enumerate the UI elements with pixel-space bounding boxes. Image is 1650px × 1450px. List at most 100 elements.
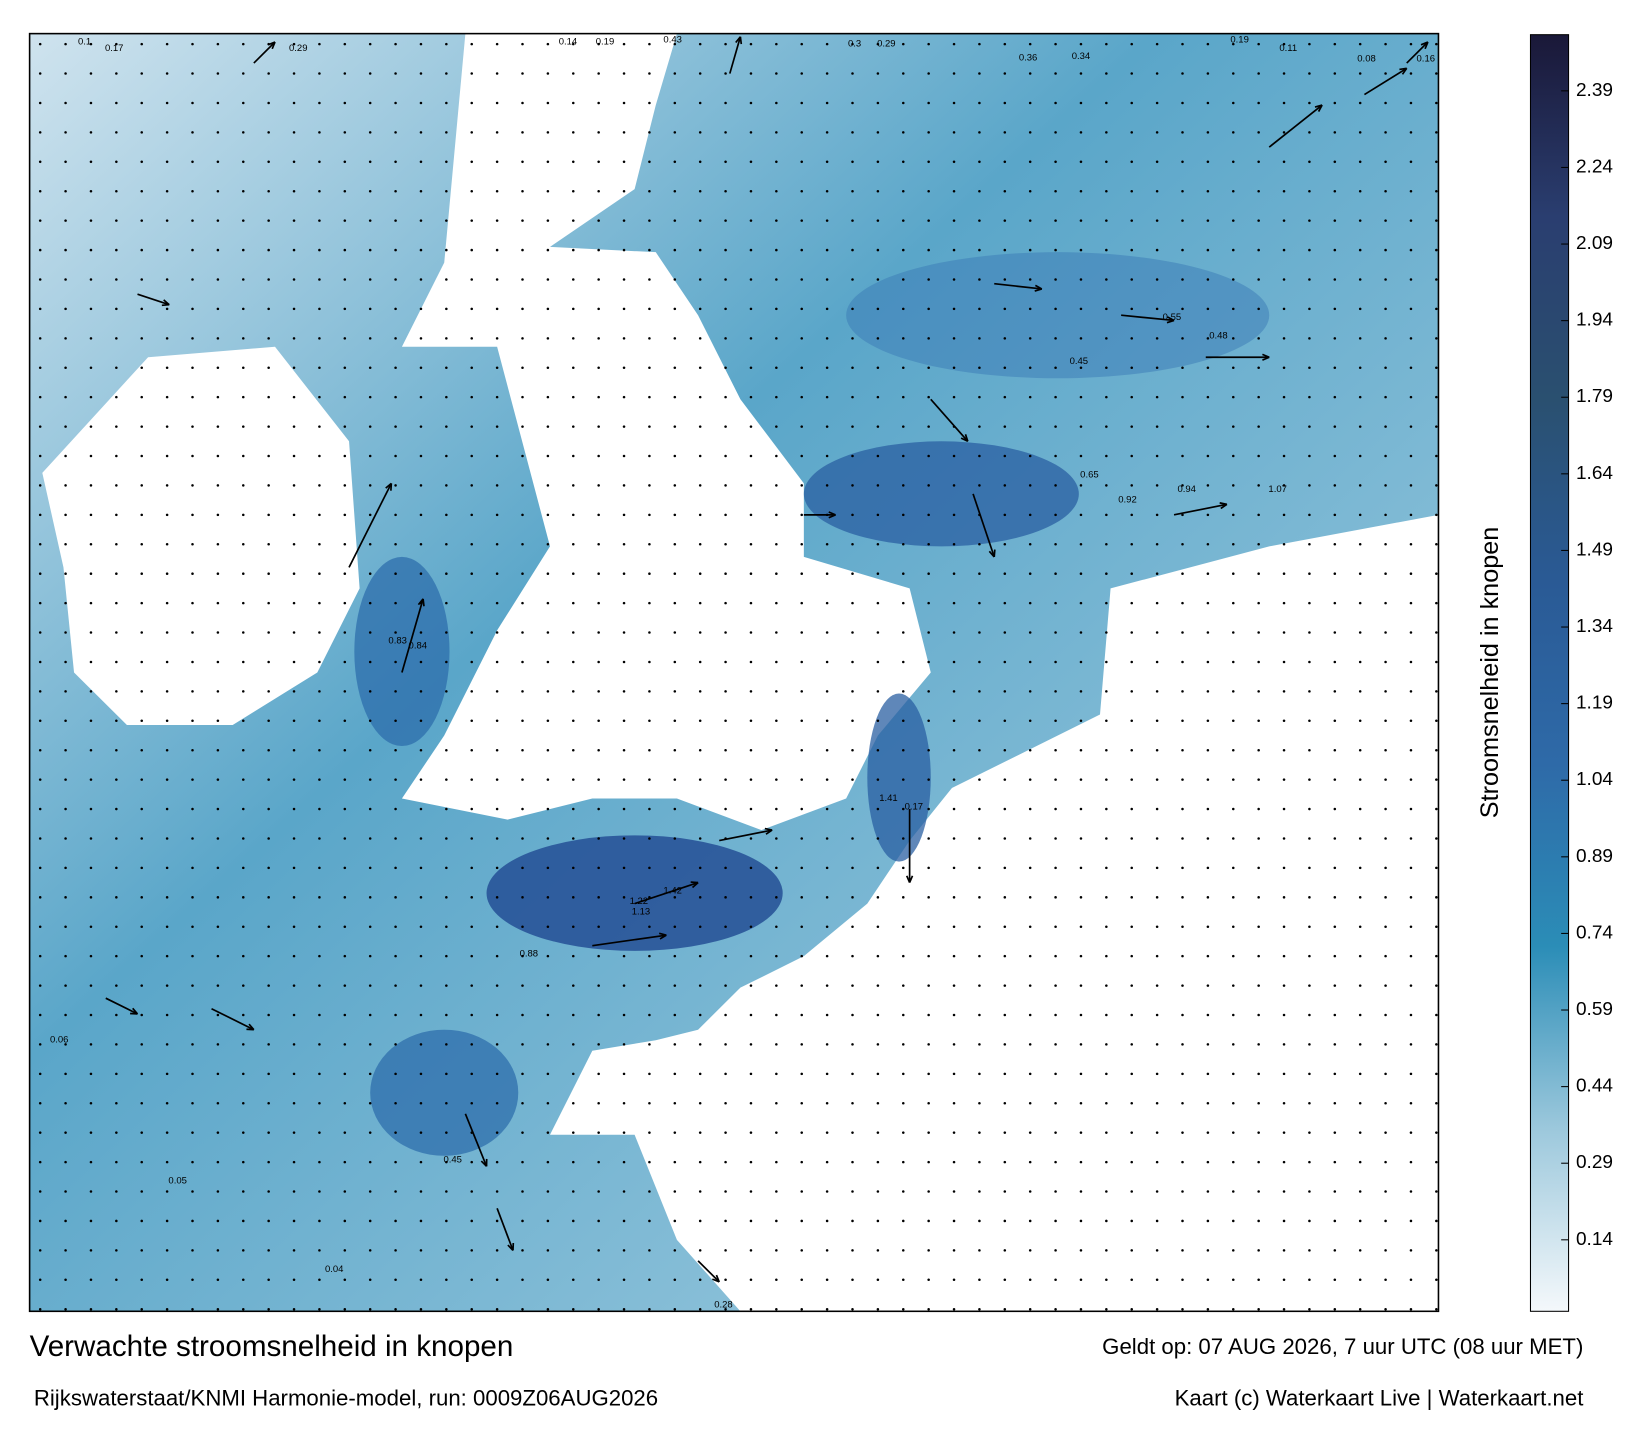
grid-dot [394, 248, 397, 252]
grid-dot [622, 160, 626, 164]
grid-dot [1232, 454, 1235, 458]
grid-dot [902, 1249, 905, 1252]
grid-dot [267, 454, 270, 458]
grid-dot [1232, 660, 1235, 664]
grid-dot [724, 866, 727, 870]
grid-dot [191, 543, 194, 546]
grid-dot [1181, 366, 1184, 370]
grid-dot [1079, 896, 1083, 899]
grid-dot [1003, 601, 1007, 605]
grid-dot [267, 631, 270, 634]
grid-dot [1206, 1131, 1210, 1134]
grid-dot [775, 454, 778, 458]
grid-dot [546, 307, 550, 311]
grid-dot [1028, 866, 1032, 870]
grid-dot [368, 543, 372, 546]
grid-dot [876, 1219, 880, 1223]
grid-dot [1079, 1249, 1083, 1252]
grid-dot [876, 395, 880, 399]
grid-dot [470, 42, 473, 46]
grid-dot [1028, 572, 1032, 575]
grid-dot [216, 337, 220, 340]
grid-dot [1308, 690, 1311, 693]
grid-dot [572, 425, 575, 428]
grid-dot [927, 160, 930, 164]
grid-dot [546, 395, 550, 399]
grid-dot [1333, 101, 1337, 105]
grid-dot [546, 1249, 550, 1252]
grid-dot [749, 1219, 753, 1223]
grid-dot [1079, 395, 1083, 399]
grid-dot [242, 1131, 245, 1134]
grid-dot [216, 101, 220, 105]
grid-dot [825, 543, 829, 546]
grid-dot [140, 572, 143, 575]
grid-dot [216, 896, 220, 899]
grid-dot [140, 660, 143, 664]
grid-dot [800, 1131, 803, 1134]
grid-dot [622, 219, 626, 222]
grid-dot [546, 1102, 550, 1105]
grid-dot [216, 1249, 220, 1252]
grid-dot [470, 690, 473, 693]
grid-dot [1358, 719, 1362, 723]
grid-dot [1435, 1043, 1438, 1046]
arrow [930, 398, 969, 442]
grid-dot [445, 925, 448, 928]
grid-dot [927, 1072, 930, 1076]
grid-dot [368, 278, 372, 281]
grid-dot [445, 1043, 448, 1046]
grid-dot [89, 1131, 93, 1134]
grid-dot [89, 660, 93, 664]
grid-dot [242, 395, 245, 399]
grid-dot [800, 748, 803, 752]
grid-dot [1308, 719, 1311, 723]
grid-dot [1105, 42, 1108, 46]
grid-dot [825, 954, 829, 958]
grid-dot [267, 131, 270, 134]
grid-dot [1105, 1102, 1108, 1105]
grid-dot [419, 866, 423, 870]
grid-dot [851, 1102, 854, 1105]
credit: Kaart (c) Waterkaart Live | Waterkaart.n… [1175, 1385, 1584, 1410]
grid-dot [1054, 454, 1057, 458]
grid-dot [622, 925, 626, 928]
grid-dot [1155, 131, 1159, 134]
grid-dot [775, 42, 778, 46]
grid-dot [749, 1131, 753, 1134]
grid-dot [1105, 572, 1108, 575]
grid-dot [521, 660, 524, 664]
grid-dot [978, 719, 981, 723]
grid-dot [115, 660, 118, 664]
grid-dot [318, 1278, 321, 1282]
grid-dot [673, 1160, 677, 1164]
grid-dot [140, 160, 143, 164]
grid-dot [1079, 1278, 1083, 1282]
grid-dot [64, 131, 67, 134]
grid-dot [1232, 1307, 1235, 1311]
grid-dot [876, 866, 880, 870]
grid-dot [597, 1072, 600, 1076]
grid-dot [724, 219, 727, 222]
grid-dot [648, 748, 651, 752]
grid-dot [876, 248, 880, 252]
grid-dot [978, 601, 981, 605]
grid-dot [64, 1219, 67, 1223]
grid-dot [165, 719, 169, 723]
grid-dot [470, 925, 473, 928]
grid-dot [1308, 425, 1311, 428]
grid-dot [445, 307, 448, 311]
grid-dot [648, 307, 651, 311]
arrow [348, 482, 393, 568]
grid-dot [1206, 454, 1210, 458]
grid-dot [115, 984, 118, 987]
grid-dot [1384, 101, 1387, 105]
grid-dot [318, 513, 321, 517]
grid-dot [292, 631, 296, 634]
grid-dot [38, 837, 42, 840]
grid-dot [1130, 896, 1134, 899]
grid-dot [394, 543, 397, 546]
grid-dot [978, 160, 981, 164]
grid-dot [419, 1160, 423, 1164]
grid-dot [648, 543, 651, 546]
